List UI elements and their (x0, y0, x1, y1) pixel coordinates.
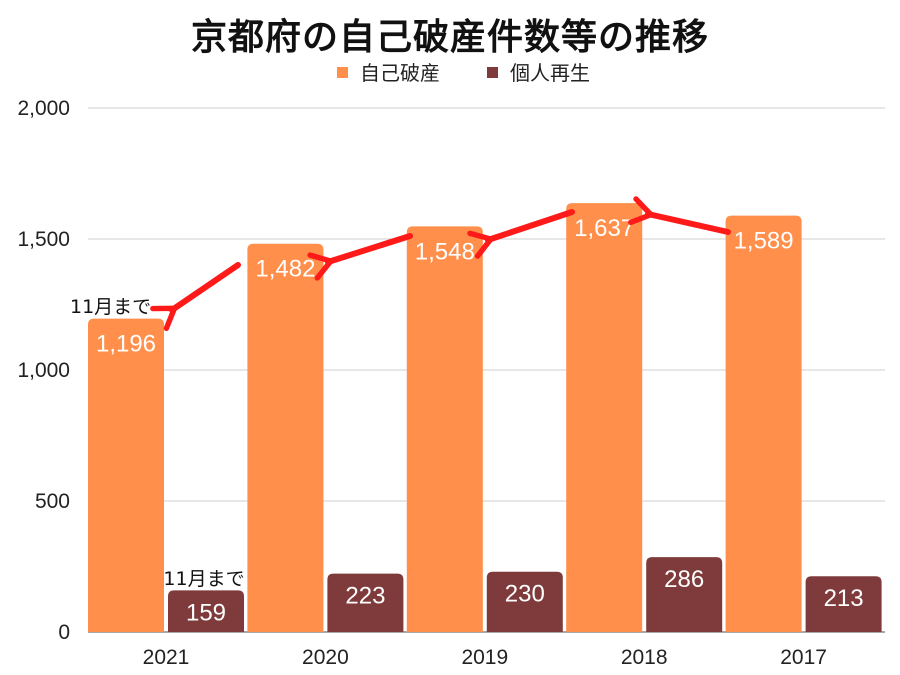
bar-value-label: 286 (664, 566, 704, 593)
x-tick-label: 2017 (780, 646, 827, 669)
bar (805, 576, 882, 632)
bar (247, 243, 324, 632)
bar-value-label: 1,589 (734, 228, 794, 255)
annotation-label: 11月まで (70, 296, 151, 318)
bar-value-label: 1,482 (255, 256, 315, 283)
x-axis: 2021 2020 2019 2018 2017 (143, 646, 827, 669)
y-tick-label: 500 (35, 490, 70, 513)
annotations: 11月まで 11月まで (70, 296, 245, 590)
trend-arrow (307, 233, 413, 281)
y-tick-label: 0 (58, 621, 70, 644)
x-tick-label: 2018 (621, 646, 668, 669)
bar-value-label: 159 (186, 599, 226, 626)
bar (88, 318, 164, 632)
bar (566, 203, 643, 632)
bar-value-label: 1,548 (415, 238, 475, 265)
y-tick-label: 1,500 (17, 228, 70, 251)
bar (646, 557, 723, 632)
trend-arrow (150, 262, 241, 332)
trend-arrow (467, 209, 575, 259)
bars: 1,196 159 1,482 223 1,548 230 1,637 286 1,589 213 (88, 203, 882, 632)
bar (327, 573, 404, 632)
bar (406, 226, 483, 632)
y-axis: 0 500 1,000 1,500 2,000 (17, 97, 70, 644)
chart-title: 京都府の自己破産件数等の推移 (190, 17, 709, 58)
bar (486, 571, 563, 632)
bar (168, 590, 244, 632)
bar-value-label: 230 (505, 581, 545, 608)
legend-label-jiko-hasan: 自己破産 (360, 61, 440, 85)
bar (725, 215, 802, 632)
bar-value-label: 213 (824, 585, 864, 612)
bar-value-label: 1,637 (574, 215, 634, 242)
x-tick-label: 2019 (461, 646, 508, 669)
x-tick-label: 2020 (302, 646, 349, 669)
trend-arrows (150, 196, 731, 332)
y-tick-label: 2,000 (17, 97, 70, 120)
legend-swatch-kojin-saisei (487, 67, 498, 78)
annotation-label: 11月まで (163, 568, 244, 590)
legend-label-kojin-saisei: 個人再生 (510, 61, 590, 85)
legend-swatch-jiko-hasan (337, 67, 348, 78)
legend: 自己破産 個人再生 (337, 61, 590, 85)
trend-arrow (628, 196, 731, 235)
bar-value-label: 223 (345, 583, 385, 610)
y-tick-label: 1,000 (17, 359, 70, 382)
x-tick-label: 2021 (143, 646, 190, 669)
bar-value-label: 1,196 (96, 331, 156, 358)
